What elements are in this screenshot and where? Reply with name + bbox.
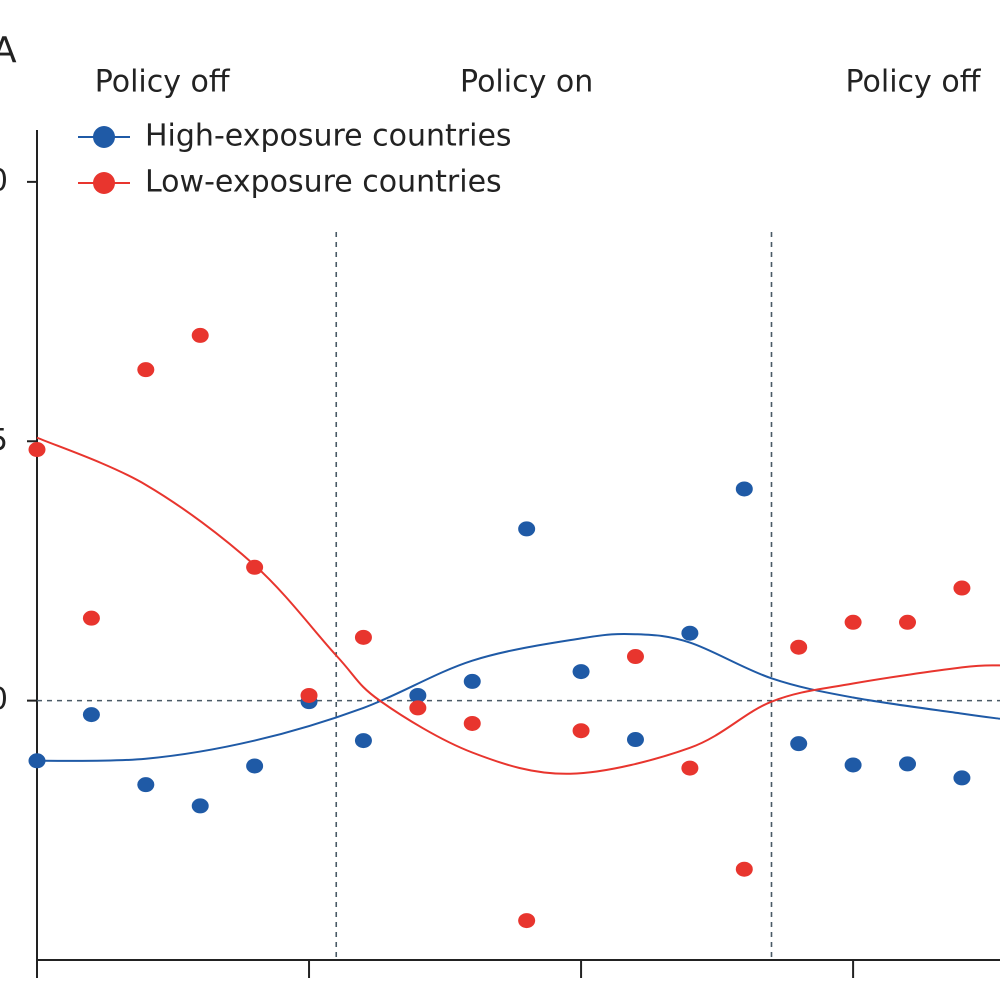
point (246, 559, 264, 575)
point (518, 913, 536, 929)
legend-label: High-exposure countries (145, 119, 512, 154)
point (953, 580, 971, 596)
period-label: Policy on (460, 65, 593, 100)
point (246, 758, 264, 774)
point (735, 481, 753, 497)
point (953, 770, 971, 786)
legend-marker (93, 172, 115, 194)
point (82, 610, 100, 626)
trend-line (36, 632, 1000, 762)
point (463, 715, 481, 731)
point (28, 753, 46, 769)
point (137, 362, 155, 378)
point (626, 732, 644, 748)
point (409, 700, 427, 716)
point (626, 649, 644, 665)
point (300, 687, 318, 703)
point (844, 757, 862, 773)
point (82, 707, 100, 723)
point (572, 664, 590, 680)
point (137, 777, 155, 793)
point (354, 629, 372, 645)
point (518, 521, 536, 537)
point (899, 614, 917, 630)
point (899, 756, 917, 772)
point (28, 442, 46, 458)
point (572, 723, 590, 739)
point (735, 861, 753, 877)
point (790, 736, 808, 752)
y-tick-label: 0 (0, 682, 8, 717)
point (409, 687, 427, 703)
point (844, 614, 862, 630)
legend-marker (93, 126, 115, 148)
panel-label: A (0, 30, 17, 71)
y-tick-label: 0 (0, 163, 8, 198)
point (681, 760, 699, 776)
point (681, 625, 699, 641)
point (463, 673, 481, 689)
point (191, 798, 209, 814)
point (790, 639, 808, 655)
period-label: Policy off (846, 65, 982, 100)
trend-line (36, 436, 1000, 775)
point (191, 327, 209, 343)
point (354, 733, 372, 749)
y-tick-label: 5 (0, 423, 8, 458)
period-label: Policy off (95, 65, 231, 100)
legend-label: Low-exposure countries (145, 165, 502, 200)
